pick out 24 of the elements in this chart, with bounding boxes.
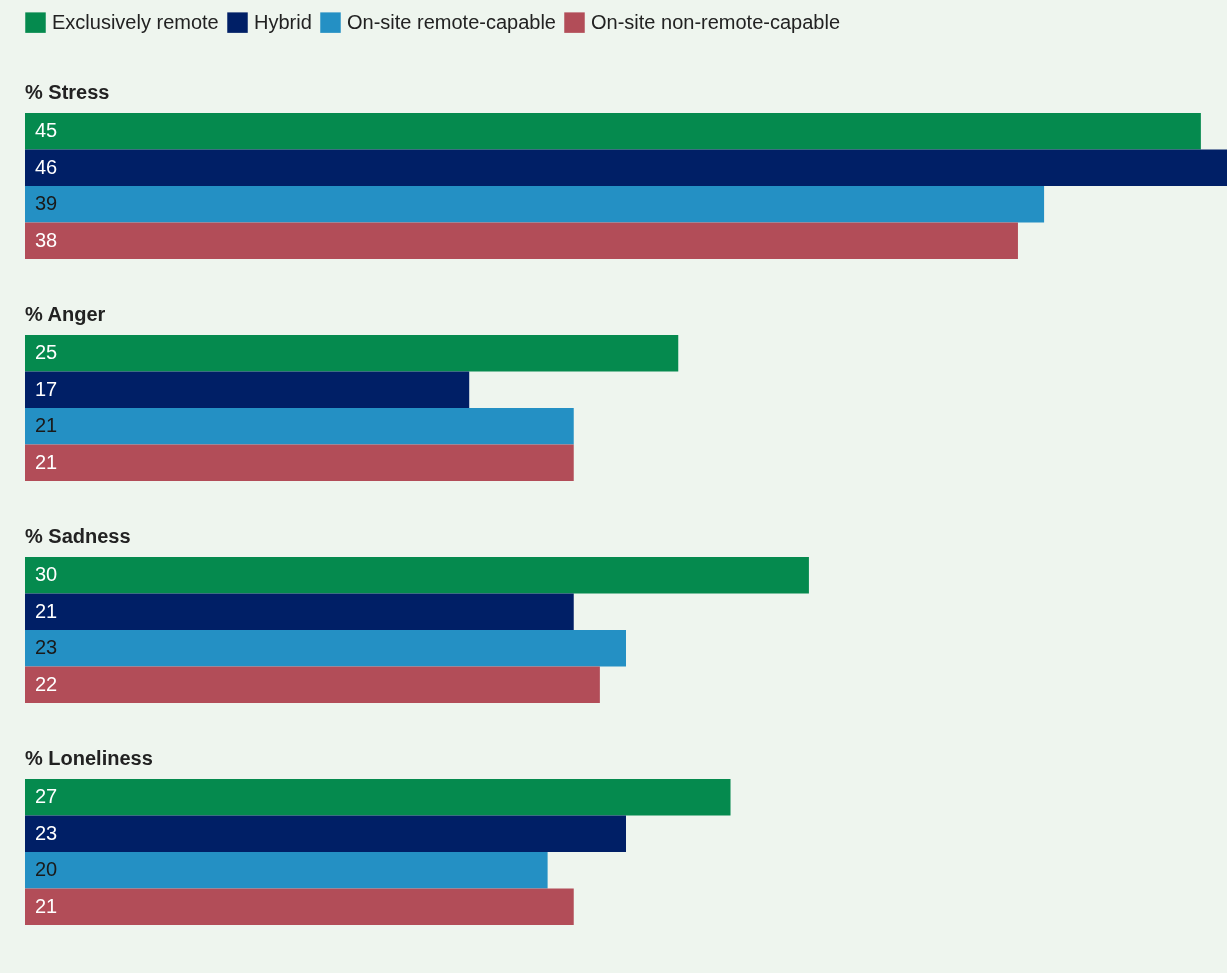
y-tick-label: % Sadness (25, 525, 131, 547)
legend-label: On-site remote-capable (347, 10, 556, 33)
data-label: 20 (35, 858, 58, 881)
data-label: 21 (35, 599, 58, 622)
legend-label: Exclusively remote (52, 10, 219, 33)
data-label: 39 (35, 192, 58, 215)
data-label: 23 (35, 821, 58, 844)
data-label: 27 (35, 785, 58, 808)
legend-label: On-site non-remote-capable (591, 10, 841, 33)
data-label: 45 (35, 119, 58, 142)
data-label: 23 (35, 636, 58, 659)
data-label: 22 (35, 672, 58, 695)
data-label: 46 (35, 155, 58, 178)
data-label: 38 (35, 228, 58, 251)
data-label: 21 (35, 450, 58, 473)
legend-label: Hybrid (254, 10, 312, 33)
data-label: 17 (35, 377, 58, 400)
y-tick-label: % Anger (25, 303, 106, 325)
data-label: 21 (35, 894, 58, 917)
data-label: 25 (35, 341, 58, 364)
y-tick-label: % Stress (25, 81, 110, 103)
y-tick-label: % Loneliness (25, 747, 153, 769)
data-label: 30 (35, 563, 58, 586)
data-label: 21 (35, 414, 58, 437)
